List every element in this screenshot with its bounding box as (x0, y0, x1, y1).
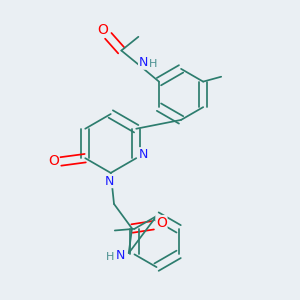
Text: O: O (156, 216, 167, 230)
Text: N: N (104, 175, 114, 188)
Text: H: H (106, 252, 114, 262)
Text: O: O (97, 23, 108, 37)
Text: N: N (116, 249, 125, 262)
Text: N: N (139, 56, 148, 69)
Text: O: O (48, 154, 59, 169)
Text: H: H (149, 59, 157, 69)
Text: N: N (139, 148, 148, 161)
